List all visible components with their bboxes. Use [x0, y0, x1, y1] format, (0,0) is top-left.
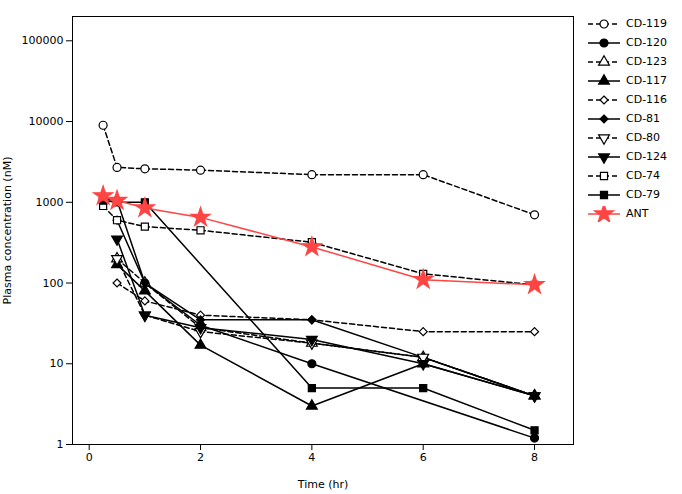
- svg-text:4: 4: [308, 451, 315, 464]
- svg-text:0: 0: [86, 451, 93, 464]
- svg-text:10: 10: [50, 357, 64, 370]
- html-text:CD-79: CD-79: [626, 188, 661, 201]
- html-text:CD-119: CD-119: [626, 17, 668, 30]
- html-text:CD-80: CD-80: [626, 131, 661, 144]
- html-text:CD-81: CD-81: [626, 112, 661, 125]
- html-text:CD-124: CD-124: [626, 150, 668, 163]
- html-text:CD-117: CD-117: [626, 74, 668, 87]
- svg-text:100: 100: [43, 277, 64, 290]
- svg-text:Plasma concentration (nM): Plasma concentration (nM): [1, 157, 14, 305]
- svg-text:8: 8: [531, 451, 538, 464]
- svg-text:2: 2: [197, 451, 204, 464]
- svg-text:6: 6: [420, 451, 427, 464]
- svg-text:1000: 1000: [36, 196, 64, 209]
- svg-text:100000: 100000: [22, 34, 64, 47]
- svg-text:1: 1: [57, 438, 64, 451]
- html-text:ANT: ANT: [626, 207, 649, 220]
- html-text:CD-74: CD-74: [626, 169, 661, 182]
- html-text:CD-116: CD-116: [626, 93, 668, 106]
- svg-text:Time (hr): Time (hr): [297, 478, 349, 491]
- html-text:CD-123: CD-123: [626, 55, 668, 68]
- svg-text:10000: 10000: [29, 115, 64, 128]
- html-text:CD-120: CD-120: [626, 36, 668, 49]
